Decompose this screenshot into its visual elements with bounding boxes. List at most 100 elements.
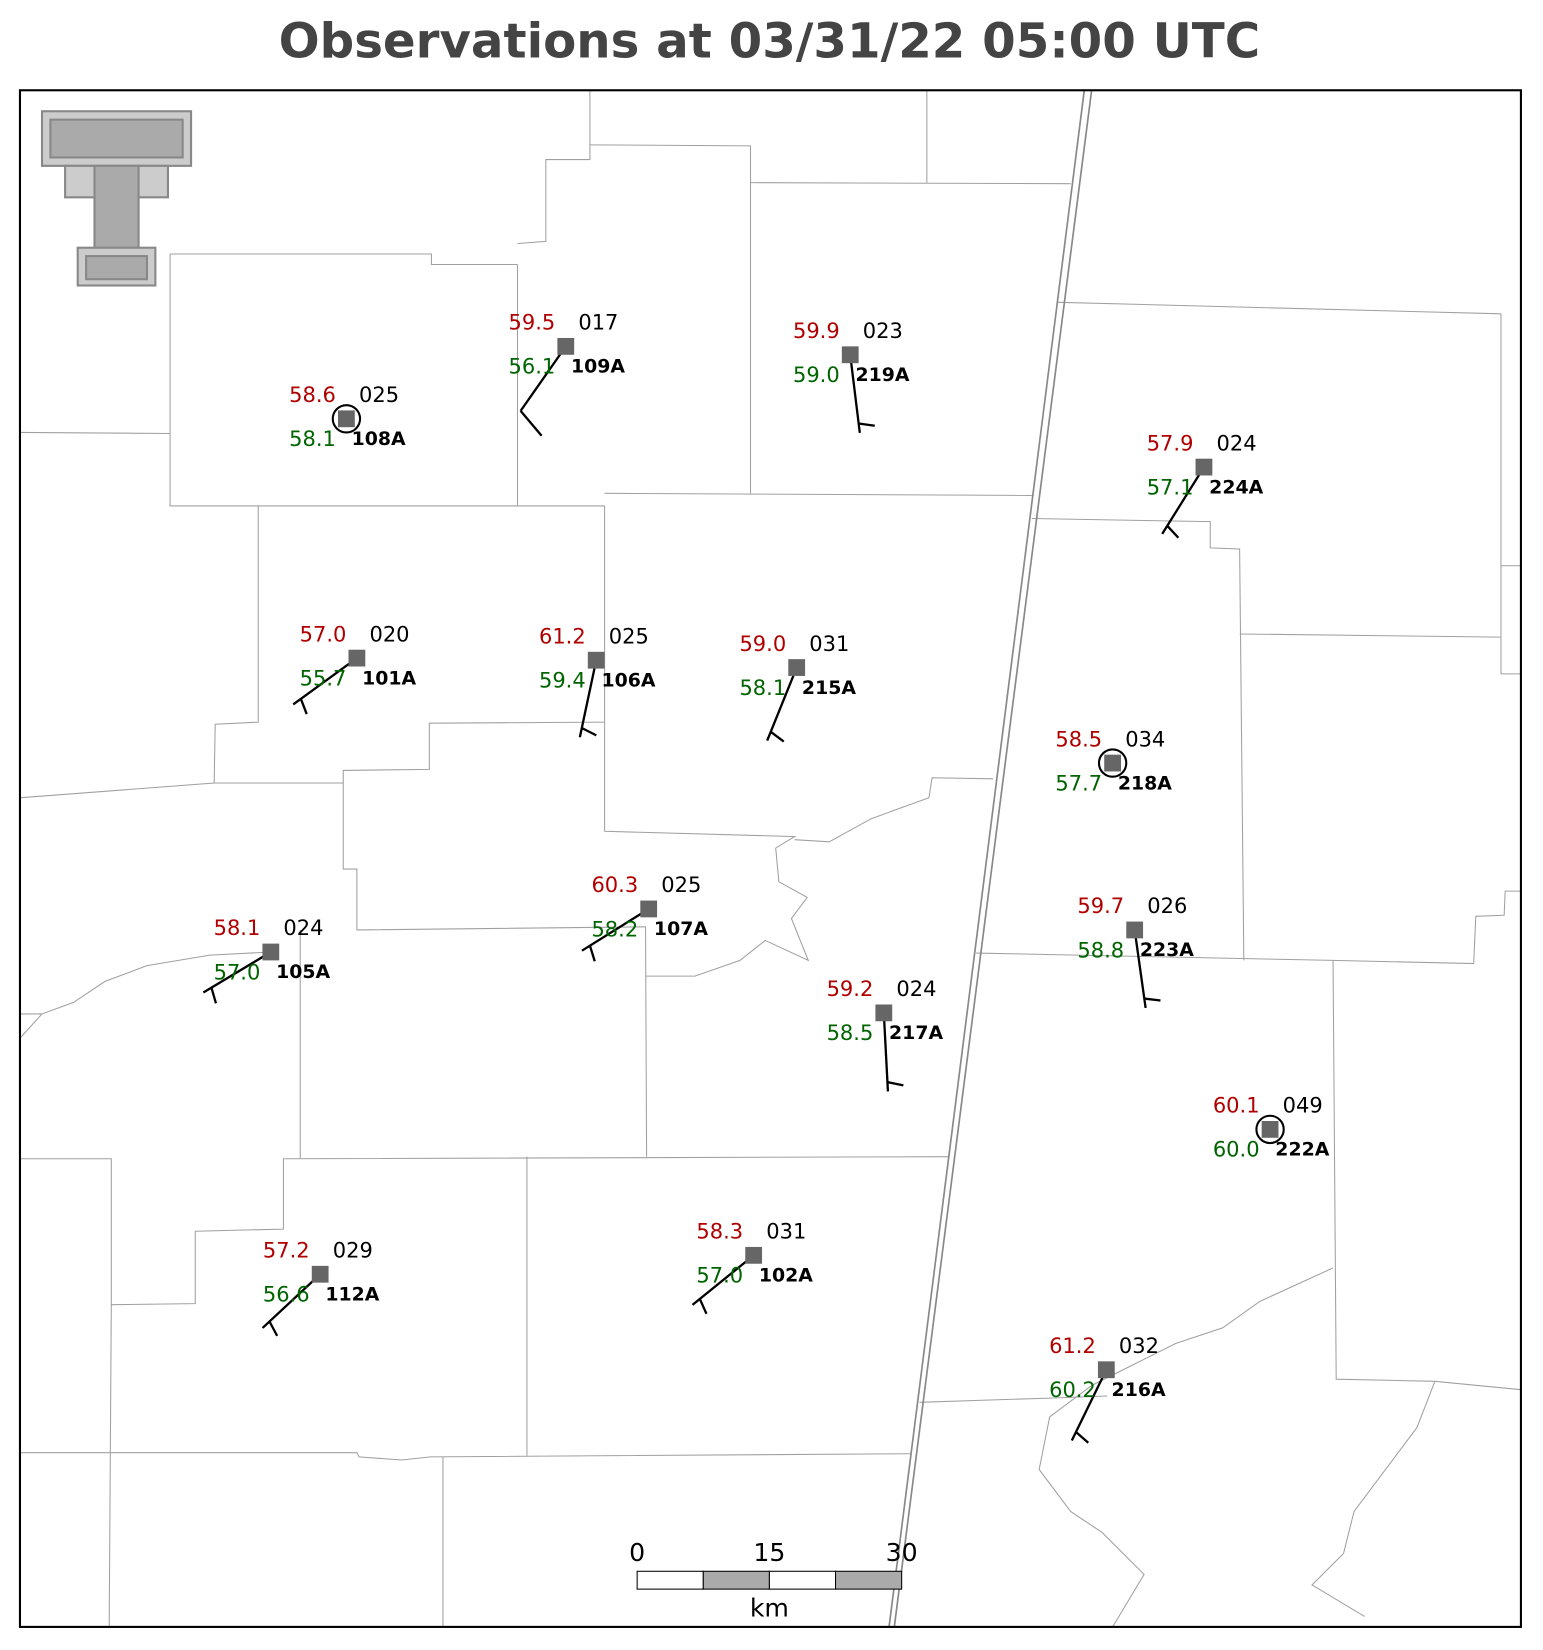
station: 60.1 049 60.0 222A — [1213, 1094, 1330, 1162]
station: 57.2 029 56.6 112A — [261, 1238, 380, 1337]
pressure: 025 — [661, 873, 701, 897]
station-id: 106A — [601, 669, 655, 691]
station: 61.2 025 59.4 106A — [539, 624, 656, 738]
temperature: 60.3 — [591, 873, 638, 897]
dewpoint: 57.0 — [696, 1264, 743, 1288]
station-id: 102A — [759, 1265, 813, 1287]
calm-circle — [331, 404, 362, 434]
station: 60.3 025 58.2 107A — [581, 873, 708, 962]
station-marker — [745, 1246, 763, 1264]
dewpoint: 59.4 — [539, 669, 586, 693]
station: 57.0 020 55.7 101A — [292, 622, 417, 715]
pressure: 023 — [863, 319, 903, 343]
dewpoint: 59.0 — [793, 363, 840, 387]
wind-barb — [261, 1273, 321, 1337]
dewpoint: 57.1 — [1147, 475, 1194, 499]
station-id: 219A — [855, 364, 909, 386]
map-title: Observations at 03/31/22 05:00 UTC — [279, 14, 1261, 70]
temperature: 57.9 — [1147, 431, 1194, 455]
dewpoint: 55.7 — [300, 666, 347, 690]
wind-barb — [1070, 1369, 1108, 1444]
station: 58.3 031 57.0 102A — [691, 1220, 813, 1315]
temperature: 57.0 — [300, 622, 347, 646]
station-id: 108A — [352, 428, 406, 450]
logo — [40, 110, 193, 287]
wind-barb — [202, 951, 272, 1004]
station-marker — [1097, 1361, 1115, 1379]
station-id: 107A — [654, 918, 708, 940]
pressure: 024 — [896, 977, 936, 1001]
scale-label: 15 — [753, 1538, 785, 1567]
station-id: 218A — [1118, 772, 1172, 794]
state-line — [888, 90, 1093, 1628]
temperature: 61.2 — [1049, 1334, 1096, 1358]
station: 59.9 023 59.0 219A — [793, 319, 910, 434]
temperature: 59.0 — [739, 632, 786, 656]
station-id: 109A — [571, 356, 625, 378]
temperature: 57.2 — [263, 1238, 310, 1262]
pressure: 031 — [809, 632, 849, 656]
pressure: 031 — [766, 1220, 806, 1244]
station-marker — [1195, 458, 1213, 476]
station: 61.2 032 60.2 216A — [1049, 1334, 1166, 1444]
station-marker — [348, 649, 366, 667]
temperature: 58.6 — [289, 383, 336, 407]
dewpoint: 58.8 — [1077, 938, 1124, 962]
station: 59.0 031 58.1 215A — [739, 632, 856, 743]
temperature: 58.1 — [214, 916, 261, 940]
station-marker — [587, 651, 605, 669]
dewpoint: 56.1 — [509, 355, 556, 379]
dewpoint: 58.5 — [827, 1021, 874, 1045]
calm-circle — [1097, 748, 1128, 778]
station: 58.6 025 58.1 108A — [289, 383, 406, 451]
station: 58.1 024 57.0 105A — [202, 916, 330, 1004]
dewpoint: 56.6 — [263, 1283, 310, 1307]
scale-bar: 0 15 30 km — [629, 1538, 918, 1623]
dewpoint: 60.0 — [1213, 1138, 1260, 1162]
station-marker — [841, 346, 859, 364]
station-id: 112A — [325, 1283, 379, 1305]
station-id: 223A — [1140, 939, 1194, 961]
station-marker — [1104, 754, 1122, 772]
county-lines — [20, 90, 1521, 1628]
station-marker — [875, 1004, 893, 1022]
station: 59.5 017 56.1 109A — [509, 311, 625, 437]
wind-barb — [1161, 466, 1205, 539]
temperature: 58.3 — [696, 1220, 743, 1244]
station-marker — [557, 337, 575, 355]
temperature: 58.5 — [1055, 727, 1102, 751]
station-id: 105A — [276, 961, 330, 983]
wind-barb — [849, 354, 875, 434]
wind-barb — [882, 1012, 904, 1092]
station: 59.2 024 58.5 217A — [827, 977, 943, 1092]
scale-label: 30 — [886, 1538, 918, 1567]
station-id: 222A — [1275, 1139, 1329, 1161]
station-id: 101A — [362, 667, 416, 689]
station: 58.5 034 57.7 218A — [1055, 727, 1172, 795]
station-marker — [311, 1265, 329, 1283]
pressure: 025 — [359, 383, 399, 407]
pressure: 024 — [1217, 431, 1257, 455]
pressure: 025 — [609, 624, 649, 648]
wind-barb — [578, 659, 598, 738]
station-marker — [338, 410, 355, 428]
map-frame — [18, 89, 1522, 1628]
temperature: 59.5 — [509, 311, 556, 335]
station-marker — [1261, 1120, 1279, 1138]
wind-barb — [292, 657, 358, 715]
wind-barb — [1133, 929, 1161, 1009]
station: 59.7 026 58.8 223A — [1077, 894, 1194, 1009]
dewpoint: 58.2 — [591, 917, 638, 941]
dewpoint: 58.1 — [289, 427, 336, 451]
pressure: 034 — [1125, 727, 1165, 751]
station-id: 224A — [1209, 476, 1263, 498]
station-marker — [1126, 921, 1144, 939]
temperature: 59.7 — [1077, 894, 1124, 918]
station-marker — [262, 943, 280, 961]
calm-circle — [1255, 1114, 1285, 1145]
station: 57.9 024 57.1 224A — [1147, 431, 1264, 539]
pressure: 024 — [283, 916, 323, 940]
station-id: 216A — [1112, 1379, 1166, 1401]
